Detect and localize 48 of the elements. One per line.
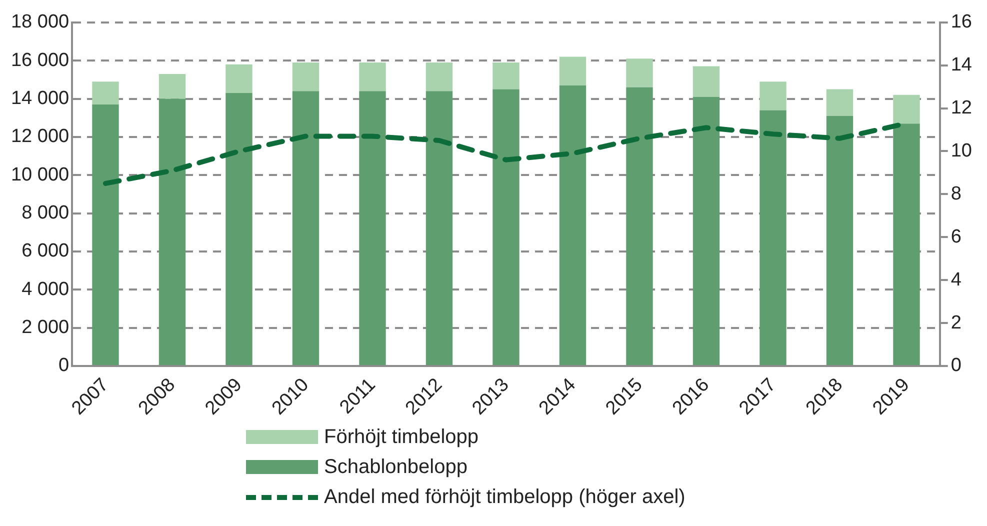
y2-tick-label: 8 bbox=[950, 183, 962, 204]
bar bbox=[692, 66, 720, 97]
bar bbox=[626, 58, 653, 88]
y2-tick-label: 6 bbox=[950, 226, 962, 248]
bar bbox=[359, 62, 386, 92]
bar bbox=[760, 110, 786, 365]
bar bbox=[760, 82, 786, 110]
bar bbox=[893, 124, 920, 365]
bar bbox=[92, 104, 119, 365]
bar bbox=[158, 74, 186, 99]
bar bbox=[492, 89, 520, 365]
y-tick-label: 4 000 bbox=[22, 278, 70, 300]
bar bbox=[426, 62, 453, 92]
bar bbox=[292, 62, 320, 92]
y2-tick-label: 2 bbox=[950, 312, 962, 334]
y2-tick-label: 12 bbox=[950, 98, 972, 119]
y2-tick-label: 14 bbox=[950, 54, 972, 76]
y-tick-label: 16 000 bbox=[10, 50, 70, 71]
y-tick-label: 10 000 bbox=[10, 164, 70, 186]
bar bbox=[893, 94, 920, 124]
bar bbox=[626, 87, 653, 365]
y-tick-label: 18 000 bbox=[10, 12, 70, 33]
y-tick-label: 8 000 bbox=[22, 202, 70, 224]
y2-tick-label: 0 bbox=[950, 355, 962, 376]
legend-label: Schablonbelopp bbox=[324, 455, 468, 480]
y-tick-label: 12 000 bbox=[10, 126, 70, 148]
bar bbox=[158, 98, 186, 365]
bar bbox=[359, 91, 386, 365]
y-tick-label: 2 000 bbox=[22, 317, 70, 338]
bar bbox=[559, 85, 586, 365]
legend-label: Andel med förhöjt timbelopp (höger axel) bbox=[324, 485, 686, 510]
bar bbox=[226, 93, 252, 365]
bar bbox=[492, 62, 520, 90]
legend-label: Förhöjt timbelopp bbox=[324, 425, 479, 450]
y2-tick-label: 4 bbox=[950, 269, 962, 290]
bar bbox=[692, 96, 720, 365]
y-tick-label: 14 000 bbox=[10, 88, 70, 109]
y2-tick-label: 10 bbox=[950, 140, 972, 162]
y2-tick-label: 16 bbox=[950, 12, 972, 33]
bar bbox=[426, 91, 453, 365]
bar bbox=[559, 56, 586, 86]
bar bbox=[92, 82, 119, 104]
bar bbox=[826, 89, 854, 116]
bar bbox=[292, 91, 320, 365]
y-tick-label: 6 000 bbox=[22, 240, 70, 262]
y-tick-label: 0 bbox=[58, 355, 70, 376]
bar bbox=[826, 116, 854, 365]
bar bbox=[226, 64, 252, 94]
